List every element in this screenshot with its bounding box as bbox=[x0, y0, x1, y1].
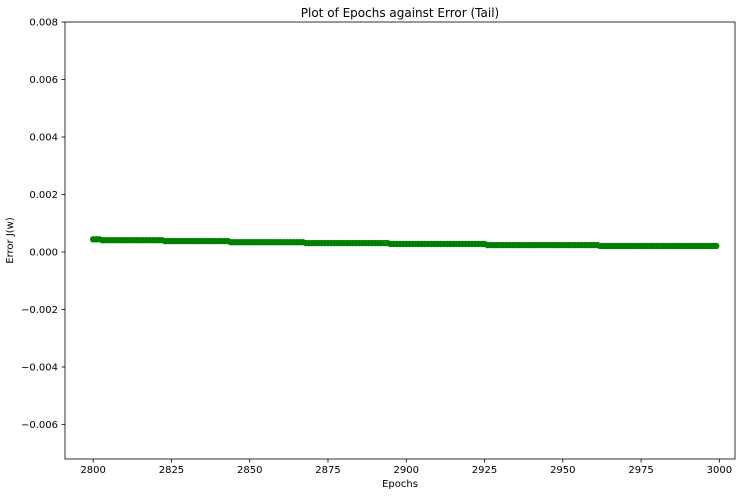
y-axis-ticks: 0.008 0.006 0.004 0.002 0.000 −0.002 −0.004 −0.… bbox=[21, 18, 65, 431]
y-tick-label: −0.004 bbox=[21, 363, 58, 374]
x-tick-label: 2975 bbox=[628, 465, 653, 476]
plot-frame bbox=[64, 21, 736, 460]
y-tick-label: 0.000 bbox=[29, 248, 58, 259]
x-tick-label: 2800 bbox=[80, 465, 105, 476]
x-tick-label: 2825 bbox=[159, 465, 184, 476]
y-tick-label: 0.004 bbox=[29, 133, 58, 144]
data-points bbox=[89, 236, 720, 250]
x-axis-label: Epochs bbox=[382, 479, 418, 490]
x-tick-label: 2900 bbox=[394, 465, 419, 476]
x-axis-ticks: 2800 2825 2850 2875 2900 2925 2950 2975 3000 bbox=[80, 459, 732, 476]
x-tick-label: 2875 bbox=[315, 465, 340, 476]
chart-title: Plot of Epochs against Error (Tail) bbox=[301, 6, 499, 20]
x-tick-label: 2950 bbox=[550, 465, 575, 476]
x-tick-label: 2925 bbox=[472, 465, 497, 476]
y-axis-label: Error J(w) bbox=[5, 217, 16, 264]
y-tick-label: 0.006 bbox=[29, 75, 58, 86]
data-point bbox=[713, 242, 720, 250]
x-tick-label: 2850 bbox=[237, 465, 262, 476]
y-tick-label: −0.002 bbox=[21, 305, 58, 316]
y-tick-label: −0.006 bbox=[21, 420, 58, 431]
y-tick-label: 0.002 bbox=[29, 190, 58, 201]
x-tick-label: 3000 bbox=[707, 465, 732, 476]
y-tick-label: 0.008 bbox=[29, 18, 58, 29]
